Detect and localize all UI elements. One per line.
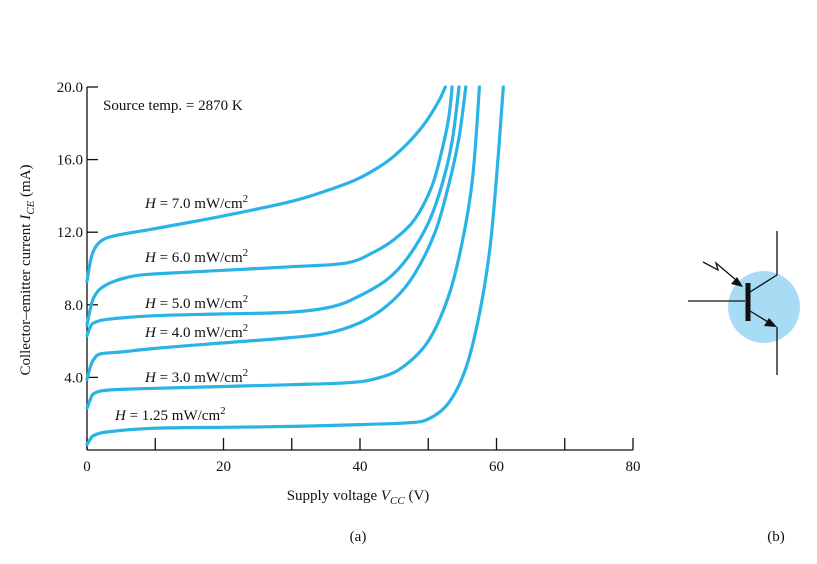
series-line-5: [85, 85, 505, 447]
x-ticks: 0 20 40 60 80: [83, 438, 641, 475]
light-ray-icon: [702, 261, 737, 281]
series-line-2: [85, 85, 461, 338]
x-tick-label: 0: [83, 459, 91, 475]
panel-b-caption: (b): [767, 529, 785, 545]
x-tick-label: 20: [216, 459, 231, 475]
series-line-1: [85, 85, 454, 327]
collector-lead: [749, 274, 778, 293]
x-tick-label: 80: [626, 459, 641, 475]
series-label-3: H = 4.0 mW/cm2: [144, 322, 248, 341]
series-label-1: H = 6.0 mW/cm2: [144, 247, 248, 266]
x-tick-label: 40: [353, 459, 368, 475]
source-temp-annotation: Source temp. = 2870 K: [103, 98, 243, 114]
series-line-0: [85, 85, 447, 283]
series-line-4: [85, 85, 481, 410]
y-axis-title: Collector–emitter current ICE (mA): [18, 164, 37, 375]
chart-plot-area: 4.0 8.0 12.0 16.0 20.0 0 20 40 60 80 H = 7.0 mW/…: [57, 80, 641, 475]
series-label-5: H = 1.25 mW/cm2: [114, 405, 226, 424]
curves: [85, 85, 505, 447]
x-tick-label: 60: [489, 459, 504, 475]
y-tick-label: 12.0: [57, 225, 83, 241]
y-tick-label: 8.0: [64, 298, 83, 314]
curve-labels: H = 7.0 mW/cm2 H = 6.0 mW/cm2 H = 5.0 mW/c…: [114, 193, 248, 424]
y-tick-label: 4.0: [64, 370, 83, 386]
series-label-4: H = 3.0 mW/cm2: [144, 367, 248, 386]
panel-a-caption: (a): [350, 529, 367, 545]
y-tick-label: 16.0: [57, 153, 83, 169]
light-ray-arrowhead-icon: [731, 277, 743, 287]
series-label-0: H = 7.0 mW/cm2: [144, 193, 248, 212]
y-ticks: 4.0 8.0 12.0 16.0 20.0: [57, 80, 98, 386]
x-axis-title: Supply voltage VCC (V): [287, 488, 430, 507]
y-tick-label: 20.0: [57, 80, 83, 96]
emitter-arrow-icon: [764, 318, 777, 327]
phototransistor-symbol: [688, 231, 800, 375]
series-label-2: H = 5.0 mW/cm2: [144, 293, 248, 312]
series-line-3: [85, 85, 468, 381]
